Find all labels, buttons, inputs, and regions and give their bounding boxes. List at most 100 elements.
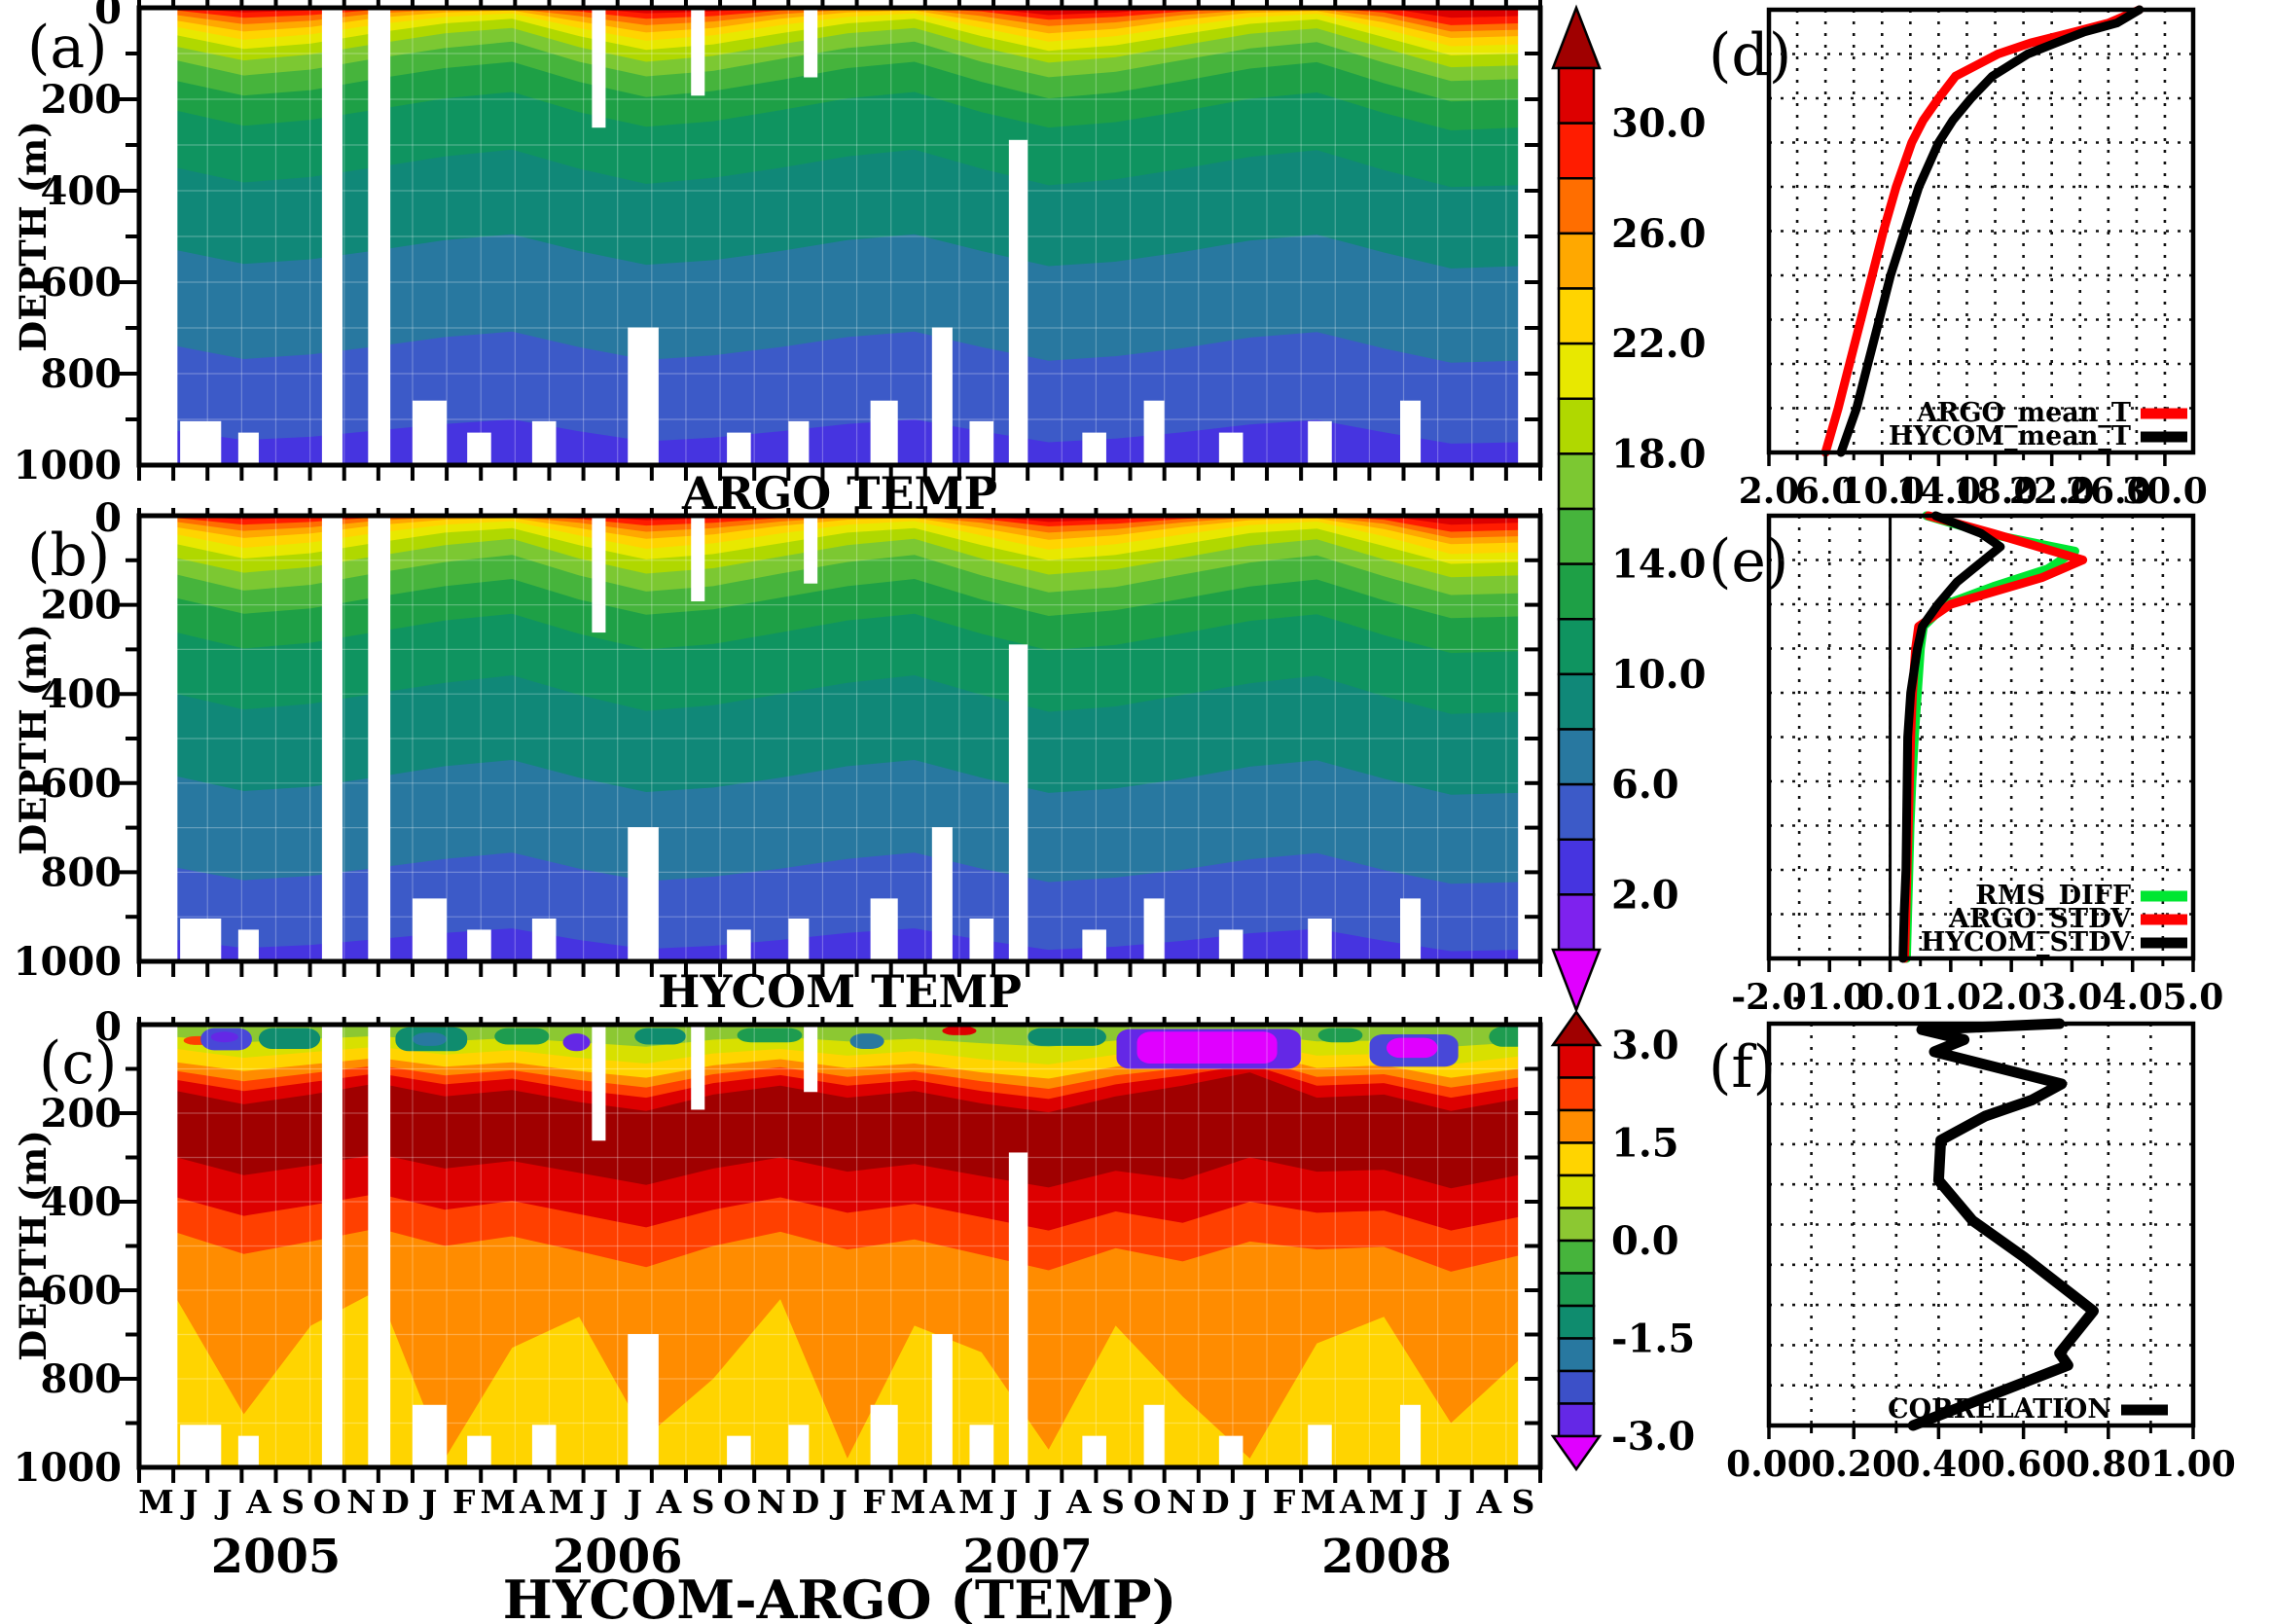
data-gap xyxy=(1082,929,1106,962)
data-gap xyxy=(237,1435,259,1468)
x-tick-label: 1.0 xyxy=(1921,977,1982,1018)
data-gap xyxy=(180,1425,222,1468)
data-gap xyxy=(139,8,178,465)
data-gap xyxy=(969,420,994,466)
diff-patch xyxy=(1027,1028,1106,1046)
panel-a-contour: 0 200 400 600 800 1000 xyxy=(14,0,1543,488)
data-gap xyxy=(628,327,659,466)
data-gap xyxy=(1082,1435,1106,1468)
month-label: M xyxy=(1369,1483,1405,1521)
data-gap xyxy=(412,400,448,466)
data-gap xyxy=(467,929,491,962)
legend-label: HYCOM_STDV xyxy=(1921,927,2132,957)
depth-axis-label-b: DEPTH (m) xyxy=(12,624,54,855)
data-gap xyxy=(804,1025,818,1093)
diff-patch xyxy=(942,1026,977,1035)
x-tick-label: 0.60 xyxy=(1981,1444,2067,1485)
data-gap xyxy=(1008,139,1028,466)
depth-tick-label: 800 xyxy=(41,351,123,397)
data-gap xyxy=(727,432,751,466)
data-gap xyxy=(531,918,557,962)
data-gap xyxy=(368,1025,391,1467)
x-tick-label: 6.0 xyxy=(1795,471,1856,512)
colorbar-label: 0.0 xyxy=(1611,1218,1679,1264)
legend-label: RMS_DIFF xyxy=(1975,881,2131,911)
month-label: J xyxy=(419,1483,438,1521)
month-label: M xyxy=(138,1483,174,1521)
data-gap xyxy=(321,1025,342,1467)
year-label: 2008 xyxy=(1321,1530,1452,1584)
data-gap xyxy=(804,516,818,584)
depth-tick-label: 1000 xyxy=(14,939,122,985)
x-tick-label: 30.0 xyxy=(2122,471,2208,512)
month-label: D xyxy=(381,1483,410,1521)
month-label: A xyxy=(1476,1483,1502,1521)
data-gap xyxy=(788,1425,810,1468)
diff-patch xyxy=(210,1031,238,1043)
profile-HYCOM_STDV xyxy=(1898,511,2005,963)
x-tick-label: 18.0 xyxy=(1953,471,2038,512)
data-gap xyxy=(788,918,810,962)
data-gap xyxy=(467,1435,491,1468)
data-gap xyxy=(592,516,606,633)
data-gap xyxy=(531,420,557,466)
data-gap xyxy=(467,432,491,466)
profile-CORRELATION xyxy=(1907,1018,2099,1431)
month-label: A xyxy=(929,1483,955,1521)
x-tick-label: 2.0 xyxy=(1739,471,1800,512)
data-gap xyxy=(412,1404,448,1468)
legend-label: CORRELATION xyxy=(1888,1394,2111,1425)
panel-f-profile: CORRELATION 0.00 0.20 0.40 0.60 0.80 1.00 xyxy=(1726,1018,2236,1485)
x-tick-label: -1.0 xyxy=(1791,977,1867,1018)
x-tick-label: 26.0 xyxy=(2066,471,2151,512)
data-gap xyxy=(691,8,705,96)
month-label: J xyxy=(624,1483,642,1521)
data-gap xyxy=(727,1435,751,1468)
data-gap xyxy=(592,1025,606,1141)
month-label: J xyxy=(214,1483,233,1521)
data-gap xyxy=(139,1025,178,1467)
diff-patch xyxy=(562,1033,591,1052)
panel-a-letter: (a) xyxy=(27,14,108,82)
month-label: O xyxy=(313,1483,342,1521)
depth-tick-label: 600 xyxy=(41,260,123,306)
x-tick-label: 0.0 xyxy=(1859,977,1921,1018)
x-tick-label: 0.80 xyxy=(2066,1444,2151,1485)
diff-patch xyxy=(1136,1031,1278,1065)
data-gap xyxy=(180,918,222,962)
month-label: M xyxy=(1300,1483,1336,1521)
colorbar-label: 10.0 xyxy=(1611,652,1706,698)
year-label: 2007 xyxy=(962,1530,1093,1584)
depth-tick-label: 0 xyxy=(94,495,122,541)
x-tick-label: 0.40 xyxy=(1896,1444,1982,1485)
colorbar-label: 22.0 xyxy=(1611,321,1706,367)
month-label: A xyxy=(519,1483,545,1521)
x-tick-label: -2.0 xyxy=(1731,977,1807,1018)
data-gap xyxy=(321,8,342,465)
panel-b-contour: 0 200 400 600 800 1000 xyxy=(14,495,1543,985)
colorbar-label: 14.0 xyxy=(1611,542,1706,588)
data-gap xyxy=(1218,929,1244,962)
data-gap xyxy=(1308,420,1332,466)
colorbar-label: 30.0 xyxy=(1611,101,1706,147)
data-gap xyxy=(1143,898,1165,962)
data-gap xyxy=(1008,644,1028,962)
month-label: J xyxy=(180,1483,198,1521)
data-gap xyxy=(691,1025,705,1110)
data-gap xyxy=(1308,918,1332,962)
month-label: M xyxy=(549,1483,585,1521)
month-label: J xyxy=(829,1483,847,1521)
diff-patch xyxy=(634,1028,686,1045)
month-label: A xyxy=(1065,1483,1092,1521)
data-gap xyxy=(931,827,953,962)
panel-a-title: ARGO TEMP xyxy=(681,467,998,520)
month-label: O xyxy=(1134,1483,1162,1521)
colorbar-diff: 3.0 1.5 0.0 -1.5 -3.0 xyxy=(1550,1009,1695,1472)
month-label: M xyxy=(890,1483,926,1521)
month-label: J xyxy=(1444,1483,1462,1521)
x-tick-label: 5.0 xyxy=(2163,977,2224,1018)
colorbar-label: -3.0 xyxy=(1611,1414,1695,1460)
x-tick-label: 0.20 xyxy=(1811,1444,1896,1485)
data-gap xyxy=(931,1334,953,1468)
